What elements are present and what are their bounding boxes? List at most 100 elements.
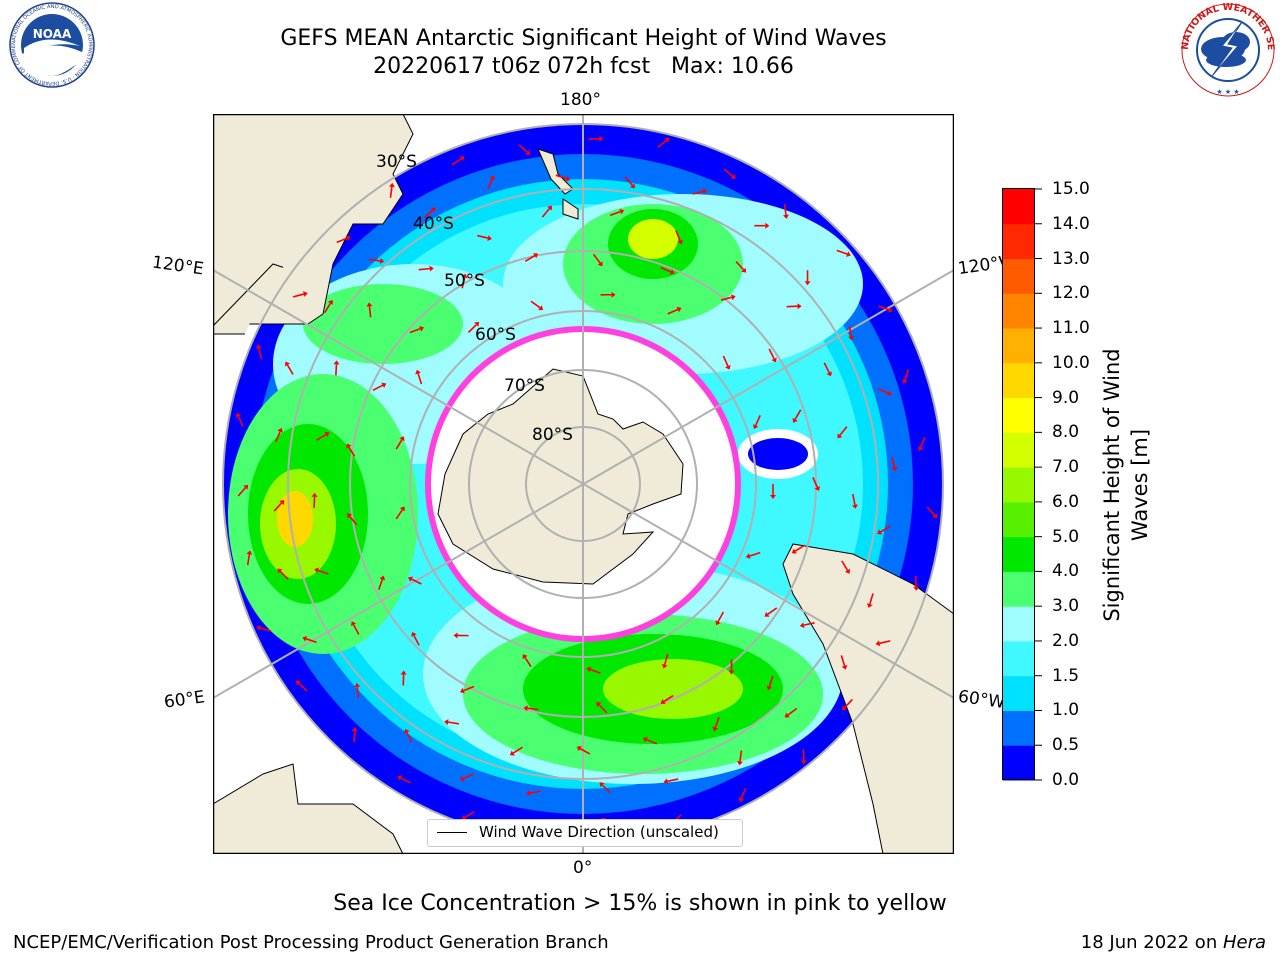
wave-direction-arrow: [902, 369, 910, 384]
wave-direction-arrow: [866, 593, 874, 608]
colorbar-band: [1003, 571, 1035, 607]
wave-direction-arrow: [823, 362, 832, 377]
colorbar-band: [1003, 710, 1035, 746]
colorbar-band: [1003, 536, 1035, 572]
wave-direction-arrow: [415, 369, 423, 385]
wave-direction-arrow: [720, 294, 736, 301]
wave-direction-arrow: [752, 415, 761, 430]
lat-label-40s: 40°S: [413, 214, 454, 234]
wave-direction-arrow: [451, 156, 465, 166]
colorbar-band: [1003, 606, 1035, 642]
wave-direction-arrow: [764, 607, 778, 617]
lat-label-80s: 80°S: [532, 425, 573, 445]
wave-direction-arrow: [459, 685, 475, 694]
wave-direction-arrow: [284, 361, 294, 375]
wave-direction-arrow: [692, 188, 708, 195]
colorbar-tick-label: 1.0: [1052, 700, 1080, 721]
wave-direction-arrow: [800, 749, 807, 765]
wave-direction-arrow: [461, 273, 468, 289]
legend-label: Wind Wave Direction (unscaled): [479, 823, 719, 841]
colorbar-tick-label: 9.0: [1052, 387, 1080, 408]
wave-direction-arrow: [397, 775, 412, 784]
wave-direction-arrow: [592, 253, 603, 267]
lat-label-30s: 30°S: [376, 152, 417, 172]
footer-host: Hera: [1222, 932, 1266, 953]
wave-direction-arrow: [660, 266, 675, 275]
wave-direction-arrow: [388, 182, 395, 198]
wave-direction-arrow: [477, 234, 492, 241]
wave-direction-arrow: [596, 702, 608, 714]
wave-direction-arrow: [409, 325, 424, 334]
wave-direction-arrow: [302, 635, 317, 644]
map-title: GEFS MEAN Antarctic Significant Height o…: [280, 26, 887, 51]
map-subtitle: 20220617 t06z 072h fcst Max: 10.66: [373, 54, 794, 79]
antarctica-land: [437, 368, 684, 585]
wave-direction-arrow: [347, 513, 358, 526]
lat-label-50s: 50°S: [444, 271, 485, 291]
wave-direction-arrow: [378, 575, 386, 591]
colorbar-tick-label: 13.0: [1052, 248, 1090, 269]
colorbar-tick-label: 10.0: [1052, 352, 1090, 373]
wave-direction-arrow: [877, 525, 891, 535]
wave-direction-arrow: [712, 716, 720, 732]
wave-direction-arrow: [453, 632, 469, 639]
lon-label-60e: 60°E: [162, 687, 207, 713]
wave-direction-arrow: [878, 305, 893, 313]
wave-direction-arrow: [524, 253, 539, 263]
wave-direction-arrow: [728, 659, 735, 675]
wave-direction-arrow: [323, 299, 334, 314]
colorbar-tick-label: 15.0: [1052, 179, 1090, 199]
colorbar-title-line2: Waves [m]: [1128, 428, 1152, 542]
wave-direction-arrow: [848, 325, 855, 341]
sea-ice-note: Sea Ice Concentration > 15% is shown in …: [333, 891, 947, 916]
wave-direction-arrow: [424, 207, 436, 219]
wave-direction-arrow: [792, 409, 802, 423]
wave-direction-arrow: [273, 499, 285, 512]
colorbar-band: [1003, 745, 1035, 781]
wave-direction-arrow: [917, 436, 926, 452]
lon-label-180: 180°: [560, 90, 601, 110]
wave-direction-arrow: [657, 137, 670, 148]
wave-direction-arrow: [346, 443, 356, 457]
wave-direction-arrow: [736, 750, 743, 766]
wave-direction-arrow: [333, 360, 340, 376]
colorbar-band: [1003, 675, 1035, 711]
wave-direction-arrow: [609, 208, 625, 217]
colorbar-tick-label: 0.5: [1052, 735, 1080, 756]
wave-direction-arrow: [663, 778, 679, 785]
footer-date-text: 18 Jun 2022 on: [1080, 932, 1223, 953]
wave-direction-arrow: [411, 632, 420, 646]
wave-direction-arrow: [735, 261, 747, 273]
wave-direction-arrow: [395, 506, 405, 520]
wave-direction-arrow: [836, 249, 851, 257]
wave-direction-arrow: [891, 456, 898, 472]
colorbar-tick-label: 1.5: [1052, 665, 1080, 686]
colorbar-band: [1003, 640, 1035, 677]
wave-direction-arrow: [661, 653, 669, 669]
colorbar-tick-label: 5.0: [1052, 526, 1080, 547]
wave-direction-arrow: [642, 736, 658, 745]
wave-direction-arrow: [235, 412, 244, 427]
wave-direction-arrow: [913, 575, 920, 591]
colorbar-band: [1003, 467, 1035, 503]
wave-direction-arrow: [877, 388, 892, 396]
lon-label-120w: 120°W: [956, 252, 1006, 280]
wave-direction-arrow: [791, 544, 806, 554]
wave-direction-arrow: [292, 291, 308, 298]
wave-direction-arrow: [467, 321, 480, 333]
wave-direction-arrow: [277, 568, 289, 580]
wave-direction-arrow: [295, 680, 308, 692]
wave-direction-arrow: [770, 484, 776, 499]
colorbar-band: [1003, 293, 1035, 329]
wave-direction-arrow: [518, 144, 531, 155]
wave-direction-arrow: [722, 355, 731, 370]
colorbar-band: [1003, 397, 1035, 433]
wave-direction-arrow: [246, 550, 253, 566]
wave-direction-arrow: [316, 431, 330, 441]
noaa-logo-text: NOAA: [33, 27, 72, 41]
wave-direction-arrow: [530, 300, 544, 311]
wave-direction-arrow: [459, 773, 474, 782]
wave-direction-arrow: [600, 291, 616, 298]
wave-direction-arrow: [745, 551, 761, 559]
wave-direction-arrow: [812, 476, 821, 492]
